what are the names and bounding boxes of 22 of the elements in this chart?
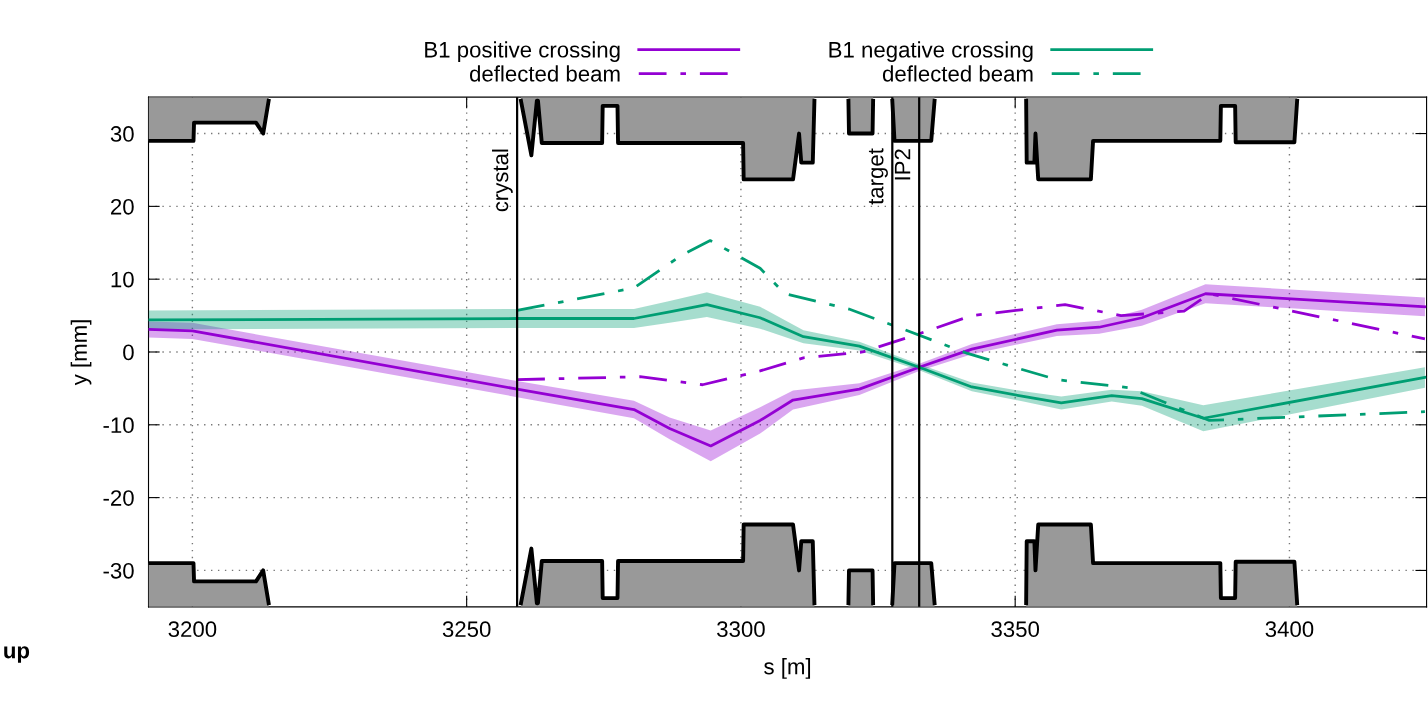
y-tick-label: 30 — [110, 126, 134, 142]
y-tick-label: 20 — [111, 198, 134, 215]
x-axis-title: s [m] — [764, 658, 811, 679]
legend-label: B1 negative crossing — [829, 41, 1033, 62]
y-tick-label: 10 — [111, 271, 134, 288]
x-tick-label: 3350 — [991, 621, 1040, 638]
legend-label: deflected beam — [469, 65, 620, 82]
y-axis-title: y [mm] — [70, 320, 92, 386]
y-tick-label: 0 — [123, 344, 134, 361]
ref-line-label: IP2 — [894, 149, 911, 180]
x-tick-label: 3400 — [1265, 621, 1314, 638]
y-tick-label: -20 — [103, 490, 134, 506]
legend-label: deflected beam — [882, 65, 1033, 82]
y-tick-label: -30 — [103, 562, 134, 579]
x-tick-label: 3200 — [168, 621, 217, 638]
y-tick-label: -10 — [103, 417, 134, 434]
x-tick-label: 3300 — [717, 621, 765, 638]
text: up — [4, 646, 30, 663]
legend-label: B1 positive crossing — [425, 41, 620, 62]
ref-line-label: target — [868, 148, 888, 205]
x-tick-label: 3250 — [442, 621, 491, 638]
ref-line-label: crystal — [492, 149, 513, 212]
